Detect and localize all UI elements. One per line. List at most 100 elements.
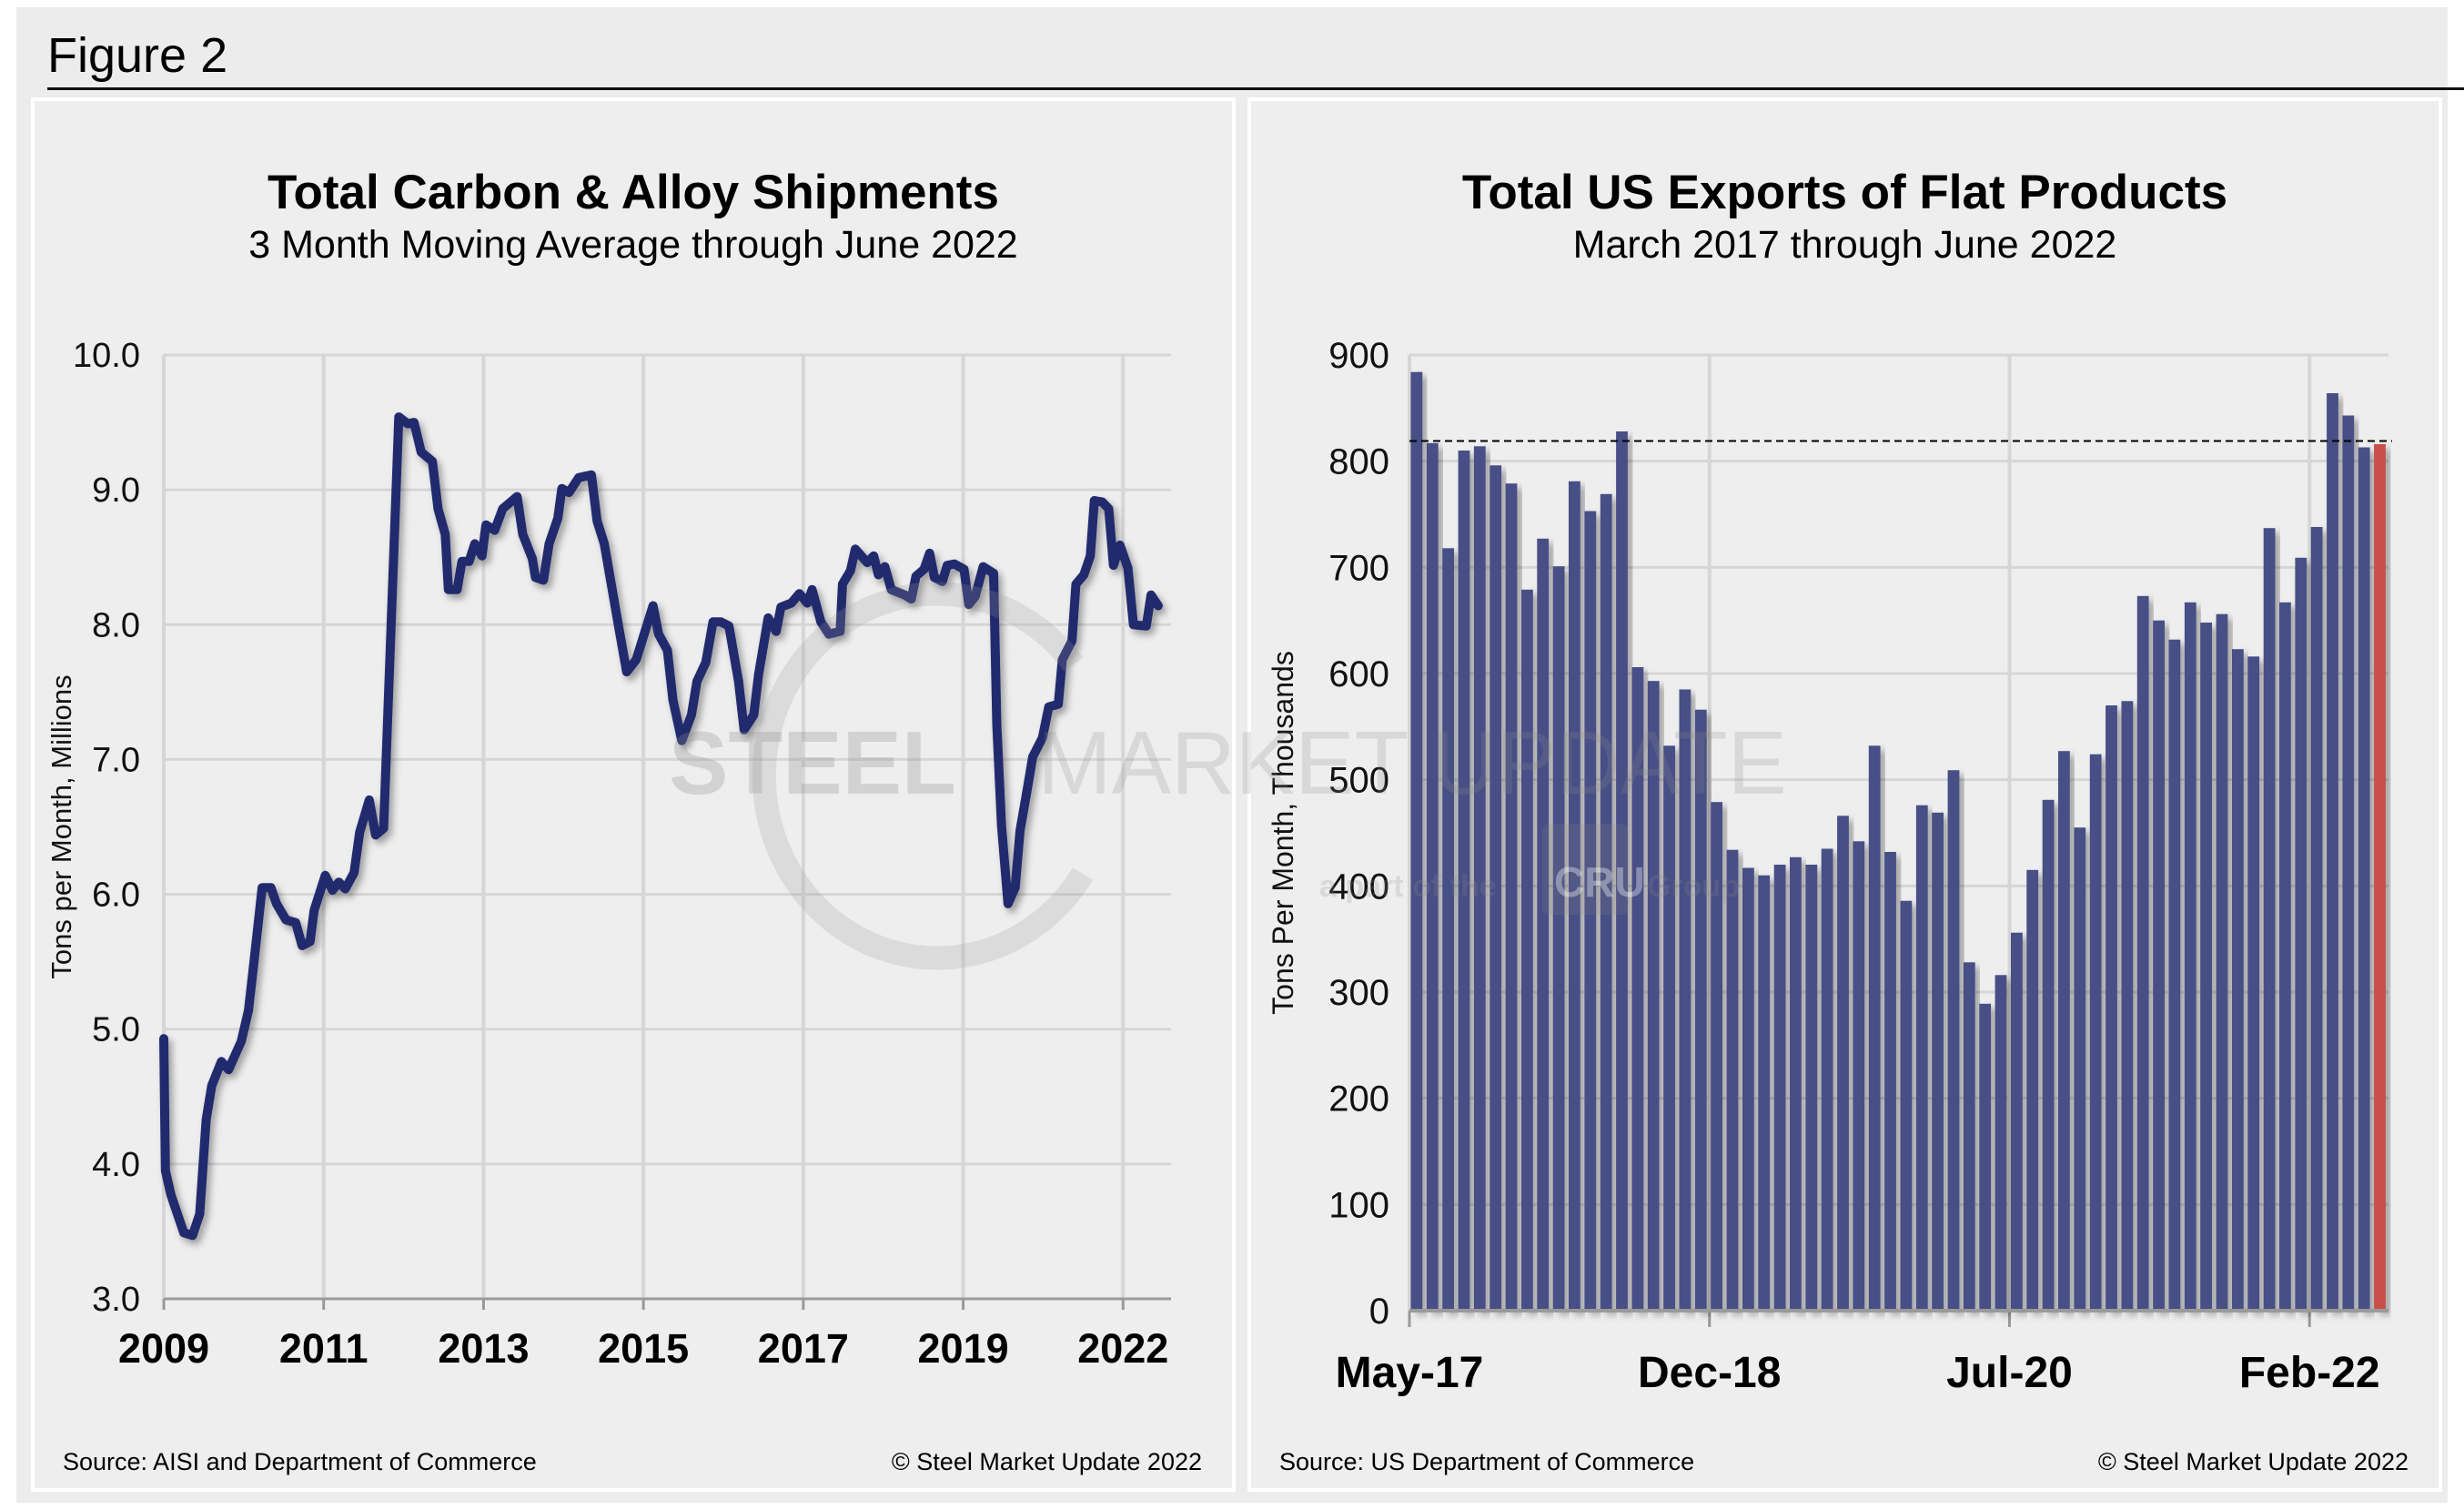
bar (1537, 538, 1550, 1311)
bar (1694, 709, 1707, 1311)
bar (1552, 566, 1565, 1311)
bar (1947, 770, 1960, 1311)
y-tick-label: 4.0 (92, 1146, 140, 1184)
header-rule (47, 87, 2464, 90)
y-tick-label: 500 (1328, 761, 1389, 801)
bar (1773, 865, 1786, 1311)
left-chart-panel: Total Carbon & Alloy Shipments 3 Month M… (31, 97, 1236, 1492)
bar (1569, 481, 1580, 1311)
y-tick-label: 300 (1328, 973, 1389, 1013)
bar (1979, 1003, 1992, 1311)
bar (1742, 867, 1754, 1311)
bar (1837, 816, 1849, 1311)
y-tick-label: 3.0 (92, 1281, 140, 1319)
x-tick-label: 2015 (598, 1325, 689, 1372)
bar (1853, 841, 1865, 1311)
bar (1884, 852, 1896, 1311)
bar (1426, 442, 1439, 1311)
bar (1758, 875, 1771, 1311)
x-tick-label: 2013 (438, 1325, 529, 1372)
bar (1616, 431, 1628, 1311)
bar (2042, 799, 2055, 1311)
y-tick-label: 600 (1328, 654, 1389, 694)
bar (2136, 595, 2149, 1311)
bar (1915, 805, 1928, 1311)
right-source: Source: US Department of Commerce (1279, 1448, 1695, 1475)
bar (2074, 827, 2086, 1311)
bar (2168, 639, 2181, 1311)
bar-highlight (2374, 444, 2386, 1311)
bar (1679, 689, 1691, 1311)
y-tick-label: 5.0 (92, 1011, 140, 1049)
y-tick-label: 10.0 (73, 337, 140, 375)
y-tick-label: 200 (1328, 1079, 1389, 1120)
left-line-chart: 3.0 4.0 5.0 6.0 7.0 8.0 9.0 10.0 2009 2011 2013 201… (45, 337, 1171, 1372)
y-tick-label: 7.0 (92, 741, 140, 779)
left-chart-title: Total Carbon & Alloy Shipments (268, 166, 999, 219)
x-tick-label: Jul-20 (1946, 1349, 2073, 1397)
bar (1600, 493, 1612, 1311)
bar (1994, 975, 2007, 1311)
bar (1963, 962, 1975, 1311)
bar (2184, 602, 2196, 1311)
bar (2011, 932, 2023, 1311)
y-tick-label: 100 (1328, 1185, 1389, 1225)
figure-label: Figure 2 (47, 28, 228, 83)
bar (1726, 849, 1739, 1311)
bar (1805, 865, 1818, 1311)
x-tick-label: May-17 (1336, 1349, 1484, 1397)
bar (2216, 613, 2228, 1311)
bar (2295, 557, 2307, 1311)
bar (2247, 656, 2260, 1311)
x-tick-label: Dec-18 (1638, 1349, 1781, 1397)
bar (1410, 371, 1423, 1312)
y-tick-label: 800 (1328, 442, 1389, 482)
y-axis-title: Tons per Month, Millions (45, 674, 77, 978)
left-source: Source: AISI and Department of Commerce (63, 1448, 537, 1475)
bar (1505, 483, 1518, 1311)
bar (1631, 667, 1644, 1311)
bar (2200, 623, 2212, 1311)
bar (2232, 649, 2244, 1311)
x-tick-label: 2011 (279, 1325, 369, 1372)
bar (2089, 754, 2102, 1311)
y-tick-label: 0 (1369, 1292, 1389, 1332)
bar (2279, 602, 2291, 1311)
left-chart-subtitle: 3 Month Moving Average through June 2022 (248, 223, 1018, 267)
right-chart-subtitle: March 2017 through June 2022 (1572, 223, 2117, 267)
series-line (159, 412, 1163, 1241)
bar (2106, 705, 2117, 1311)
bar (2310, 527, 2323, 1311)
bar (2153, 620, 2165, 1311)
y-tick-label: 6.0 (92, 877, 140, 915)
bar (1442, 548, 1454, 1311)
x-tick-label: 2017 (758, 1325, 849, 1372)
bar (1584, 511, 1597, 1311)
right-chart-panel: Total US Exports of Flat Products March … (1247, 97, 2442, 1492)
y-tick-label: 400 (1328, 866, 1389, 907)
bar (1458, 451, 1470, 1311)
bar (1490, 465, 1502, 1311)
bar (2026, 869, 2039, 1311)
bar (1521, 589, 1533, 1311)
bar (1711, 802, 1722, 1311)
left-copyright: © Steel Market Update 2022 (891, 1448, 1202, 1475)
x-tick-label: 2022 (1077, 1325, 1168, 1372)
bar (2121, 701, 2134, 1311)
x-tick-label: 2009 (118, 1325, 209, 1372)
bar (1900, 900, 1913, 1311)
bar (1473, 446, 1486, 1311)
bar (2358, 447, 2370, 1311)
bar (1932, 812, 1944, 1311)
bar (2342, 415, 2355, 1311)
x-tick-label: 2019 (918, 1325, 1009, 1372)
bar (1790, 856, 1802, 1311)
bar (1647, 681, 1660, 1311)
bar (2263, 528, 2276, 1311)
bar (1663, 745, 1675, 1311)
x-tick-label: Feb-22 (2239, 1349, 2380, 1397)
y-tick-label: 8.0 (92, 606, 140, 644)
y-tick-label: 700 (1328, 548, 1389, 588)
right-chart-title: Total US Exports of Flat Products (1461, 166, 2228, 219)
bar (2327, 393, 2338, 1311)
